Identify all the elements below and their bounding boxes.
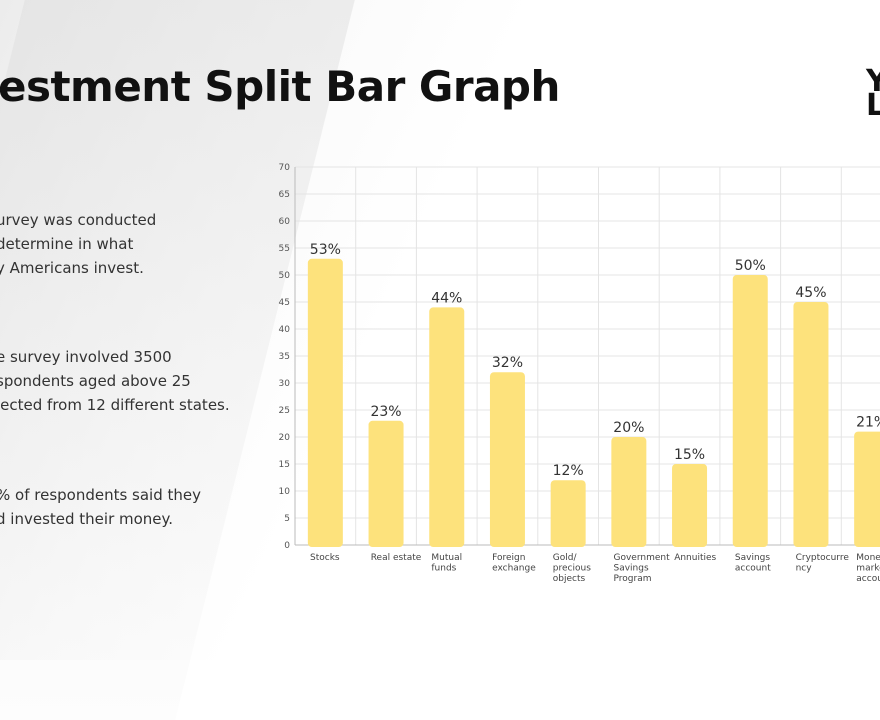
paragraph-2: e survey involved 3500 spondents aged ab… bbox=[0, 345, 230, 417]
paragraph-3: % of respondents said they d invested th… bbox=[0, 483, 201, 531]
bar bbox=[489, 372, 525, 547]
y-tick-label: 70 bbox=[279, 163, 291, 173]
data-label: 44% bbox=[431, 290, 462, 306]
text-line: % of respondents said they bbox=[0, 486, 202, 504]
x-tick-label: objects bbox=[553, 574, 586, 584]
y-tick-label: 35 bbox=[279, 352, 290, 362]
data-label: 12% bbox=[553, 463, 584, 479]
y-tick-label: 40 bbox=[279, 325, 291, 335]
text-line: y Americans invest. bbox=[0, 259, 144, 277]
text-line: e survey involved 3500 bbox=[0, 348, 172, 366]
x-tick-label: Real estate bbox=[371, 553, 422, 563]
bar bbox=[550, 480, 586, 547]
text-line: spondents aged above 25 bbox=[0, 372, 191, 390]
bar-chart: 0 5 10 15 20 25 30 35 40 45 50 55 60 65 70 53% Stocks 23%… bbox=[279, 163, 880, 584]
bar bbox=[793, 302, 829, 547]
x-tick-label: ncy bbox=[796, 564, 813, 574]
data-label: 15% bbox=[674, 447, 705, 463]
x-tick-label: funds bbox=[431, 564, 456, 574]
x-tick-label: Program bbox=[614, 574, 652, 584]
data-label: 32% bbox=[492, 355, 523, 371]
y-tick-label: 65 bbox=[279, 190, 290, 200]
x-tick-label: account bbox=[856, 574, 880, 584]
bar bbox=[368, 420, 404, 547]
data-label: 45% bbox=[795, 285, 826, 301]
x-tick-label: account bbox=[735, 564, 771, 574]
y-tick-label: 25 bbox=[279, 406, 290, 416]
text-line: urvey was conducted bbox=[0, 211, 157, 229]
y-tick-label: 30 bbox=[279, 379, 291, 389]
y-tick-label: 55 bbox=[279, 244, 290, 254]
y-tick-label: 10 bbox=[279, 487, 291, 497]
bar bbox=[732, 275, 768, 547]
x-tick-label: Stocks bbox=[310, 553, 340, 563]
y-tick-label: 20 bbox=[279, 433, 291, 443]
x-tick-label: Government bbox=[614, 553, 671, 563]
bar bbox=[672, 464, 708, 547]
x-tick-label: Money bbox=[856, 553, 880, 563]
data-label: 53% bbox=[310, 242, 341, 258]
y-tick-label: 60 bbox=[279, 217, 291, 227]
data-label: 21% bbox=[856, 415, 880, 431]
bar bbox=[307, 258, 343, 547]
y-tick-label: 50 bbox=[279, 271, 291, 281]
slide-title: estment Split Bar Graph bbox=[0, 62, 560, 111]
x-tick-label: precious bbox=[553, 564, 591, 574]
x-tick-label: Gold/ bbox=[553, 553, 578, 563]
data-label: 50% bbox=[735, 258, 766, 274]
x-tick-label: Savings bbox=[735, 553, 770, 563]
text-line: lected from 12 different states. bbox=[0, 396, 230, 414]
bar bbox=[429, 307, 465, 547]
x-tick-label: Savings bbox=[614, 564, 649, 574]
paragraph-1: urvey was conducted determine in what y … bbox=[0, 208, 156, 280]
x-tick-label: exchange bbox=[492, 564, 536, 574]
y-tick-label: 15 bbox=[279, 460, 290, 470]
x-tick-label: market bbox=[856, 564, 880, 574]
y-tick-label: 5 bbox=[284, 514, 290, 524]
bar bbox=[854, 431, 880, 547]
data-label: 23% bbox=[370, 404, 401, 420]
text-line: determine in what bbox=[0, 235, 134, 253]
x-tick-label: Mutual bbox=[431, 553, 462, 563]
x-tick-label: Foreign bbox=[492, 553, 525, 563]
x-tick-label: Annuities bbox=[674, 553, 716, 563]
y-tick-label: 0 bbox=[284, 541, 290, 551]
y-tick-label: 45 bbox=[279, 298, 290, 308]
text-line: d invested their money. bbox=[0, 510, 174, 528]
x-tick-label: Cryptocurre bbox=[796, 553, 850, 563]
data-label: 20% bbox=[613, 420, 644, 436]
bar bbox=[611, 437, 647, 547]
